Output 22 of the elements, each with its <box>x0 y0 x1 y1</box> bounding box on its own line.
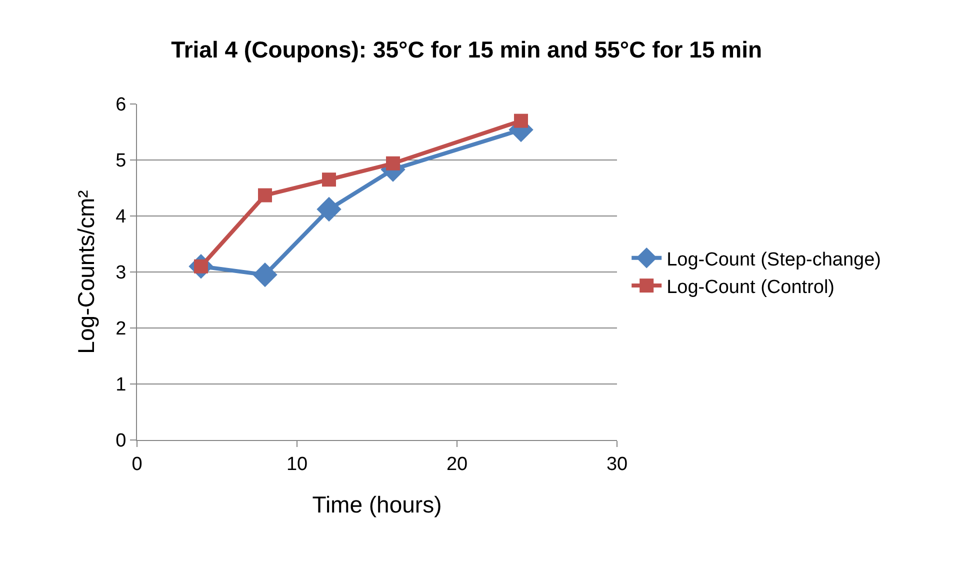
x-tick-label: 30 <box>606 454 628 475</box>
y-tick-label: 4 <box>116 206 127 228</box>
x-axis-title: Time (hours) <box>312 491 442 518</box>
y-tick-label: 5 <box>116 150 126 172</box>
x-tick-label: 10 <box>286 454 308 475</box>
y-tick-label: 3 <box>116 262 126 284</box>
point <box>322 172 336 187</box>
legend-label: Log-Count (Step-change) <box>666 249 882 270</box>
x-tick-label: 0 <box>132 454 142 475</box>
y-tick-label: 1 <box>116 374 126 396</box>
y-tick-label: 0 <box>116 430 126 452</box>
point <box>386 156 400 170</box>
point <box>258 188 272 202</box>
y-axis-title: Log-Counts/cm² <box>73 190 100 354</box>
point <box>252 262 278 288</box>
y-tick-label: 6 <box>116 94 126 116</box>
legend-label: Log-Count (Control) <box>666 276 835 298</box>
x-tick-label: 20 <box>446 454 468 475</box>
chart-title: Trial 4 (Coupons): 35°C for 15 min and 55°C for 15 min <box>171 36 762 63</box>
point <box>514 114 528 128</box>
y-tick-label: 2 <box>116 318 126 340</box>
point <box>316 196 342 222</box>
